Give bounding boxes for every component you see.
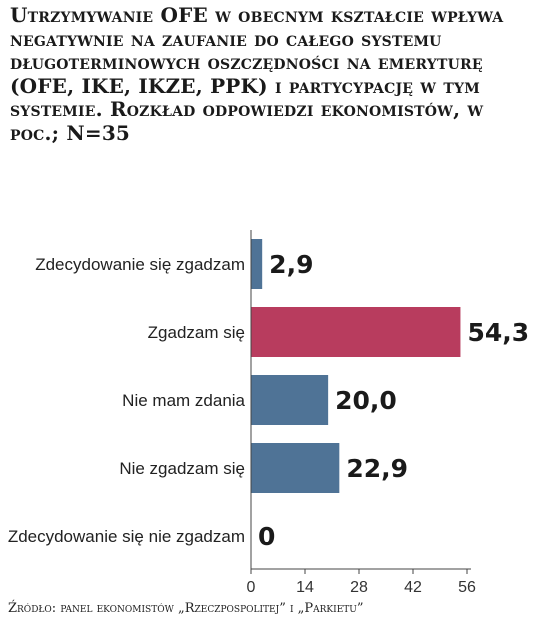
x-tick-label: 42	[404, 579, 422, 596]
bar	[251, 307, 461, 357]
category-label: Zdecydowanie się nie zgadzam	[8, 527, 245, 546]
category-label: Nie zgadzam się	[119, 459, 245, 478]
chart-title: Utrzymywanie OFE w obecnym kształcie wpł…	[10, 3, 504, 145]
x-tick-label: 0	[247, 579, 256, 596]
source-note: Źródło: panel ekonomistów „Rzeczpospolit…	[8, 601, 364, 616]
value-label: 0	[258, 522, 275, 551]
category-label: Nie mam zdania	[122, 391, 245, 410]
x-tick-label: 14	[296, 579, 314, 596]
bar	[251, 375, 329, 425]
bar	[251, 239, 263, 289]
category-label: Zgadzam się	[148, 323, 245, 342]
value-label: 54,3	[467, 318, 529, 347]
value-label: 2,9	[269, 250, 313, 279]
bar	[251, 443, 340, 493]
category-label: Zdecydowanie się zgadzam	[35, 255, 245, 274]
value-label: 22,9	[346, 454, 408, 483]
value-label: 20,0	[335, 386, 397, 415]
x-tick-label: 28	[350, 579, 368, 596]
x-tick-label: 56	[458, 579, 476, 596]
